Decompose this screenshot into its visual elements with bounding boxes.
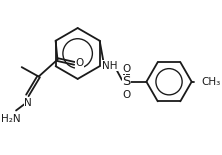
Text: H₂N: H₂N [1,114,20,124]
Text: O: O [75,58,83,68]
Text: NH: NH [102,61,117,71]
Text: S: S [123,75,131,88]
Text: O: O [123,64,131,74]
Text: N: N [24,98,32,108]
Text: CH₃: CH₃ [201,77,220,87]
Text: O: O [123,90,131,100]
